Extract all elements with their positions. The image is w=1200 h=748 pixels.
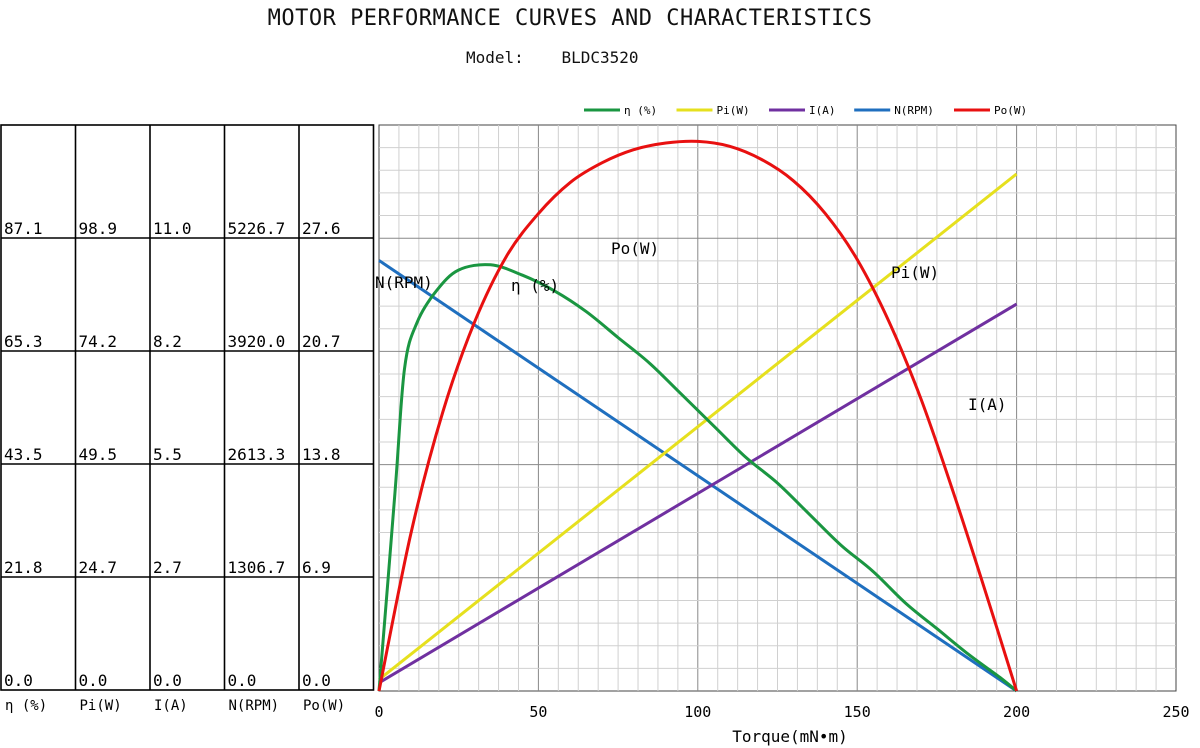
table-cell-value: 13.8 (302, 445, 341, 464)
x-axis-label: Torque(mN•m) (732, 727, 848, 746)
curve-label-eta: η (%) (511, 276, 559, 295)
table-cell-value: 21.8 (4, 558, 43, 577)
legend-label: Pi(W) (717, 104, 750, 117)
table-cell-value: 5.5 (153, 445, 182, 464)
table-cell-value: 98.9 (79, 219, 118, 238)
table-cell-value: 27.6 (302, 219, 341, 238)
model-label: Model: (466, 48, 524, 67)
table-column-header: N(RPM) (229, 698, 280, 714)
x-tick-label: 150 (844, 703, 871, 721)
curve-label-po: Po(W) (611, 239, 659, 258)
table-cell-value: 0.0 (302, 671, 331, 690)
table-cell-value: 0.0 (4, 671, 33, 690)
x-tick-label: 100 (684, 703, 711, 721)
series-line-pow (377, 139, 1019, 692)
legend-label: η (%) (624, 104, 657, 117)
legend-label: I(A) (809, 104, 836, 117)
table-cell-value: 2.7 (153, 558, 182, 577)
series-line-nrpm (378, 259, 1018, 693)
table-cell-value: 49.5 (79, 445, 118, 464)
table-column-header: I(A) (154, 698, 188, 714)
table-cell-value: 20.7 (302, 332, 341, 351)
x-tick-label: 0 (374, 703, 383, 721)
scale-table-frame (0, 124, 375, 691)
table-cell-value: 24.7 (79, 558, 118, 577)
table-column-header: Po(W) (303, 698, 345, 714)
x-tick-label: 50 (529, 703, 547, 721)
chart-title: MOTOR PERFORMANCE CURVES AND CHARACTERIS… (267, 6, 873, 31)
series-line- (377, 263, 1018, 693)
x-tick-label: 250 (1162, 703, 1189, 721)
table-cell-value: 5226.7 (228, 219, 286, 238)
table-cell-value: 0.0 (153, 671, 182, 690)
table-cell-value: 0.0 (79, 671, 108, 690)
table-cell-value: 11.0 (153, 219, 192, 238)
table-cell-value: 43.5 (4, 445, 43, 464)
model-value: BLDC3520 (561, 48, 639, 67)
table-cell-value: 74.2 (79, 332, 118, 351)
table-cell-value: 1306.7 (228, 558, 286, 577)
table-column-header: η (%) (5, 698, 47, 714)
curve-label-n: N(RPM) (375, 273, 433, 292)
series-line-ia (378, 302, 1018, 685)
table-cell-value: 2613.3 (228, 445, 286, 464)
table-cell-value: 3920.0 (228, 332, 286, 351)
table-cell-value: 8.2 (153, 332, 182, 351)
table-cell-value: 65.3 (4, 332, 43, 351)
series-line-piw (378, 172, 1018, 681)
curve-label-pi: Pi(W) (891, 263, 939, 282)
table-column-header: Pi(W) (80, 698, 122, 714)
table-cell-value: 87.1 (4, 219, 43, 238)
legend-label: N(RPM) (894, 104, 934, 117)
x-tick-label: 200 (1003, 703, 1030, 721)
model-line: Model: BLDC3520 (466, 48, 639, 67)
table-cell-value: 0.0 (228, 671, 257, 690)
legend-label: Po(W) (994, 104, 1027, 117)
curve-label-i: I(A) (968, 395, 1007, 414)
table-cell-value: 6.9 (302, 558, 331, 577)
